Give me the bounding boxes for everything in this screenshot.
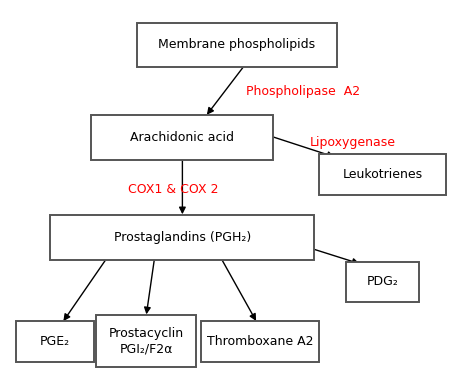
FancyBboxPatch shape: [16, 321, 94, 362]
Text: Prostaglandins (PGH₂): Prostaglandins (PGH₂): [114, 231, 251, 244]
FancyBboxPatch shape: [91, 115, 273, 160]
FancyBboxPatch shape: [201, 321, 319, 362]
Text: Phospholipase  A2: Phospholipase A2: [246, 85, 360, 98]
FancyBboxPatch shape: [96, 315, 196, 367]
Text: Arachidonic acid: Arachidonic acid: [130, 131, 235, 144]
Text: Thromboxane A2: Thromboxane A2: [207, 335, 313, 348]
Text: Prostacyclin
PGI₂/F2α: Prostacyclin PGI₂/F2α: [109, 327, 183, 355]
Text: PDG₂: PDG₂: [367, 276, 399, 288]
FancyBboxPatch shape: [346, 262, 419, 302]
Text: Lipoxygenase: Lipoxygenase: [310, 137, 396, 149]
FancyBboxPatch shape: [137, 22, 337, 67]
Text: Membrane phospholipids: Membrane phospholipids: [158, 38, 316, 51]
Text: COX1 & COX 2: COX1 & COX 2: [128, 183, 219, 196]
Text: PGE₂: PGE₂: [40, 335, 70, 348]
FancyBboxPatch shape: [319, 154, 447, 195]
Text: Leukotrienes: Leukotrienes: [343, 168, 423, 181]
FancyBboxPatch shape: [50, 215, 314, 260]
